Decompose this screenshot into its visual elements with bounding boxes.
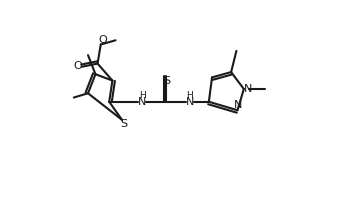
Text: N: N <box>186 97 194 107</box>
Text: N: N <box>234 100 243 110</box>
Text: O: O <box>99 35 107 45</box>
Text: O: O <box>73 61 82 71</box>
Text: S: S <box>163 75 170 86</box>
Text: N: N <box>138 97 146 107</box>
Text: S: S <box>120 119 128 130</box>
Text: N: N <box>244 84 253 94</box>
Text: H: H <box>139 91 145 100</box>
Text: H: H <box>187 91 193 100</box>
